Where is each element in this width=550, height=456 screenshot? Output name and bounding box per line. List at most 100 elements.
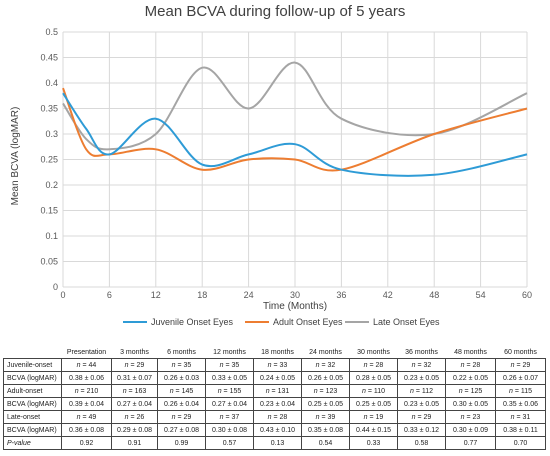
n-value: = 32 [415, 361, 432, 369]
n-value: = 210 [78, 387, 99, 395]
group-label: Juvenile-onset [3, 358, 62, 372]
n-symbol: n [219, 361, 224, 369]
x-tick-label: 18 [197, 290, 207, 300]
y-tick-label: 0.5 [45, 27, 58, 37]
bcva-cell: 0.26 ± 0.03 [157, 371, 206, 385]
n-value: = 163 [126, 387, 147, 395]
n-symbol: n [171, 361, 176, 369]
table-row-pvalue: P-value 0.92 0.91 0.99 0.57 0.13 0.54 0.33 0.58 0… [3, 436, 546, 450]
n-value: = 44 [80, 361, 97, 369]
n-value: = 29 [128, 361, 145, 369]
n-cell: n = 33 [253, 358, 302, 372]
n-cell: n = 32 [397, 358, 446, 372]
y-tick-label: 0.45 [40, 53, 58, 63]
pvalue-cell: 0.99 [157, 436, 206, 450]
pvalue-cell: 0.13 [253, 436, 302, 450]
n-value: = 28 [271, 413, 288, 421]
chart: Mean BCVA during follow-up of 5 years 00… [10, 3, 532, 327]
y-tick-label: 0 [53, 282, 58, 292]
pvalue-cell: 0.91 [111, 436, 158, 450]
table-header-cell: 24 months [309, 348, 342, 356]
n-symbol: n [74, 387, 79, 395]
table-row-bcva: BCVA (logMAR) 0.39 ± 0.04 0.27 ± 0.04 0.26 … [3, 397, 546, 411]
n-cell: n = 37 [205, 410, 254, 424]
bcva-cell: 0.30 ± 0.08 [205, 423, 254, 437]
bcva-cell: 0.39 ± 0.04 [61, 397, 112, 411]
n-value: = 29 [514, 361, 531, 369]
x-tick-label: 12 [151, 290, 161, 300]
bcva-cell: 0.23 ± 0.05 [397, 397, 446, 411]
table-header-cell: 60 months [504, 348, 537, 356]
n-cell: n = 39 [301, 410, 350, 424]
bcva-cell: 0.43 ± 0.10 [253, 423, 302, 437]
n-symbol: n [510, 413, 515, 421]
n-symbol: n [409, 387, 414, 395]
n-value: = 125 [462, 387, 483, 395]
table-header-row: Presentation 3 months 6 months 12 months 18 … [4, 346, 546, 359]
series-line-late-onset-eyes [62, 61, 528, 151]
n-cell: n = 29 [397, 410, 446, 424]
bcva-cell: 0.30 ± 0.09 [445, 423, 496, 437]
bcva-cell: 0.35 ± 0.08 [301, 423, 350, 437]
n-value: = 28 [367, 361, 384, 369]
bcva-row-label: BCVA (logMAR) [3, 371, 62, 385]
n-symbol: n [76, 361, 81, 369]
n-symbol: n [510, 361, 515, 369]
legend-label-late-onset-eyes: Late Onset Eyes [373, 317, 440, 327]
n-value: = 35 [223, 361, 240, 369]
pvalue-cell: 0.92 [61, 436, 112, 450]
n-value: = 32 [319, 361, 336, 369]
table-header-cell: Presentation [66, 348, 107, 356]
n-cell: n = 28 [349, 358, 398, 372]
n-cell: n = 145 [157, 384, 206, 398]
x-tick-label: 42 [383, 290, 393, 300]
x-tick-label: 0 [60, 290, 65, 300]
table-row-n: Adult-onset n = 210 n = 163 n = 145 n = 155 n… [3, 384, 546, 398]
n-symbol: n [219, 413, 224, 421]
n-cell: n = 31 [495, 410, 546, 424]
bcva-cell: 0.44 ± 0.15 [349, 423, 398, 437]
y-tick-label: 0.15 [40, 206, 58, 216]
n-cell: n = 44 [61, 358, 112, 372]
n-value: = 33 [271, 361, 288, 369]
n-symbol: n [171, 413, 176, 421]
pvalue-cell: 0.58 [397, 436, 446, 450]
n-value: = 28 [464, 361, 481, 369]
bcva-cell: 0.27 ± 0.04 [205, 397, 254, 411]
n-symbol: n [460, 413, 465, 421]
bcva-cell: 0.27 ± 0.04 [111, 397, 158, 411]
n-cell: n = 23 [445, 410, 496, 424]
n-cell: n = 155 [205, 384, 254, 398]
y-tick-label: 0.3 [45, 129, 58, 139]
y-tick-label: 0.4 [45, 78, 58, 88]
n-value: = 110 [365, 387, 386, 395]
n-cell: n = 115 [495, 384, 546, 398]
n-cell: n = 28 [445, 358, 496, 372]
legend-label-juvenile-onset-eyes: Juvenile Onset Eyes [151, 317, 234, 327]
y-tick-label: 0.2 [45, 180, 58, 190]
bcva-cell: 0.22 ± 0.05 [445, 371, 496, 385]
n-symbol: n [267, 413, 272, 421]
n-symbol: n [217, 387, 222, 395]
y-tick-label: 0.25 [40, 155, 58, 165]
bcva-cell: 0.26 ± 0.05 [301, 371, 350, 385]
n-symbol: n [458, 387, 463, 395]
table-header-cell [4, 346, 62, 359]
bcva-cell: 0.33 ± 0.05 [205, 371, 254, 385]
bcva-cell: 0.26 ± 0.04 [157, 397, 206, 411]
n-symbol: n [313, 387, 318, 395]
n-cell: n = 29 [111, 358, 158, 372]
n-value: = 29 [415, 413, 432, 421]
bcva-cell: 0.33 ± 0.12 [397, 423, 446, 437]
bcva-cell: 0.27 ± 0.08 [157, 423, 206, 437]
legend-label-adult-onset-eyes: Adult Onset Eyes [273, 317, 343, 327]
n-cell: n = 125 [445, 384, 496, 398]
n-value: = 112 [413, 387, 434, 395]
n-symbol: n [508, 387, 513, 395]
n-cell: n = 163 [111, 384, 158, 398]
bcva-cell: 0.28 ± 0.05 [349, 371, 398, 385]
pvalue-label: P-value [3, 436, 62, 450]
n-cell: n = 123 [301, 384, 350, 398]
n-value: = 35 [175, 361, 192, 369]
n-symbol: n [76, 413, 81, 421]
